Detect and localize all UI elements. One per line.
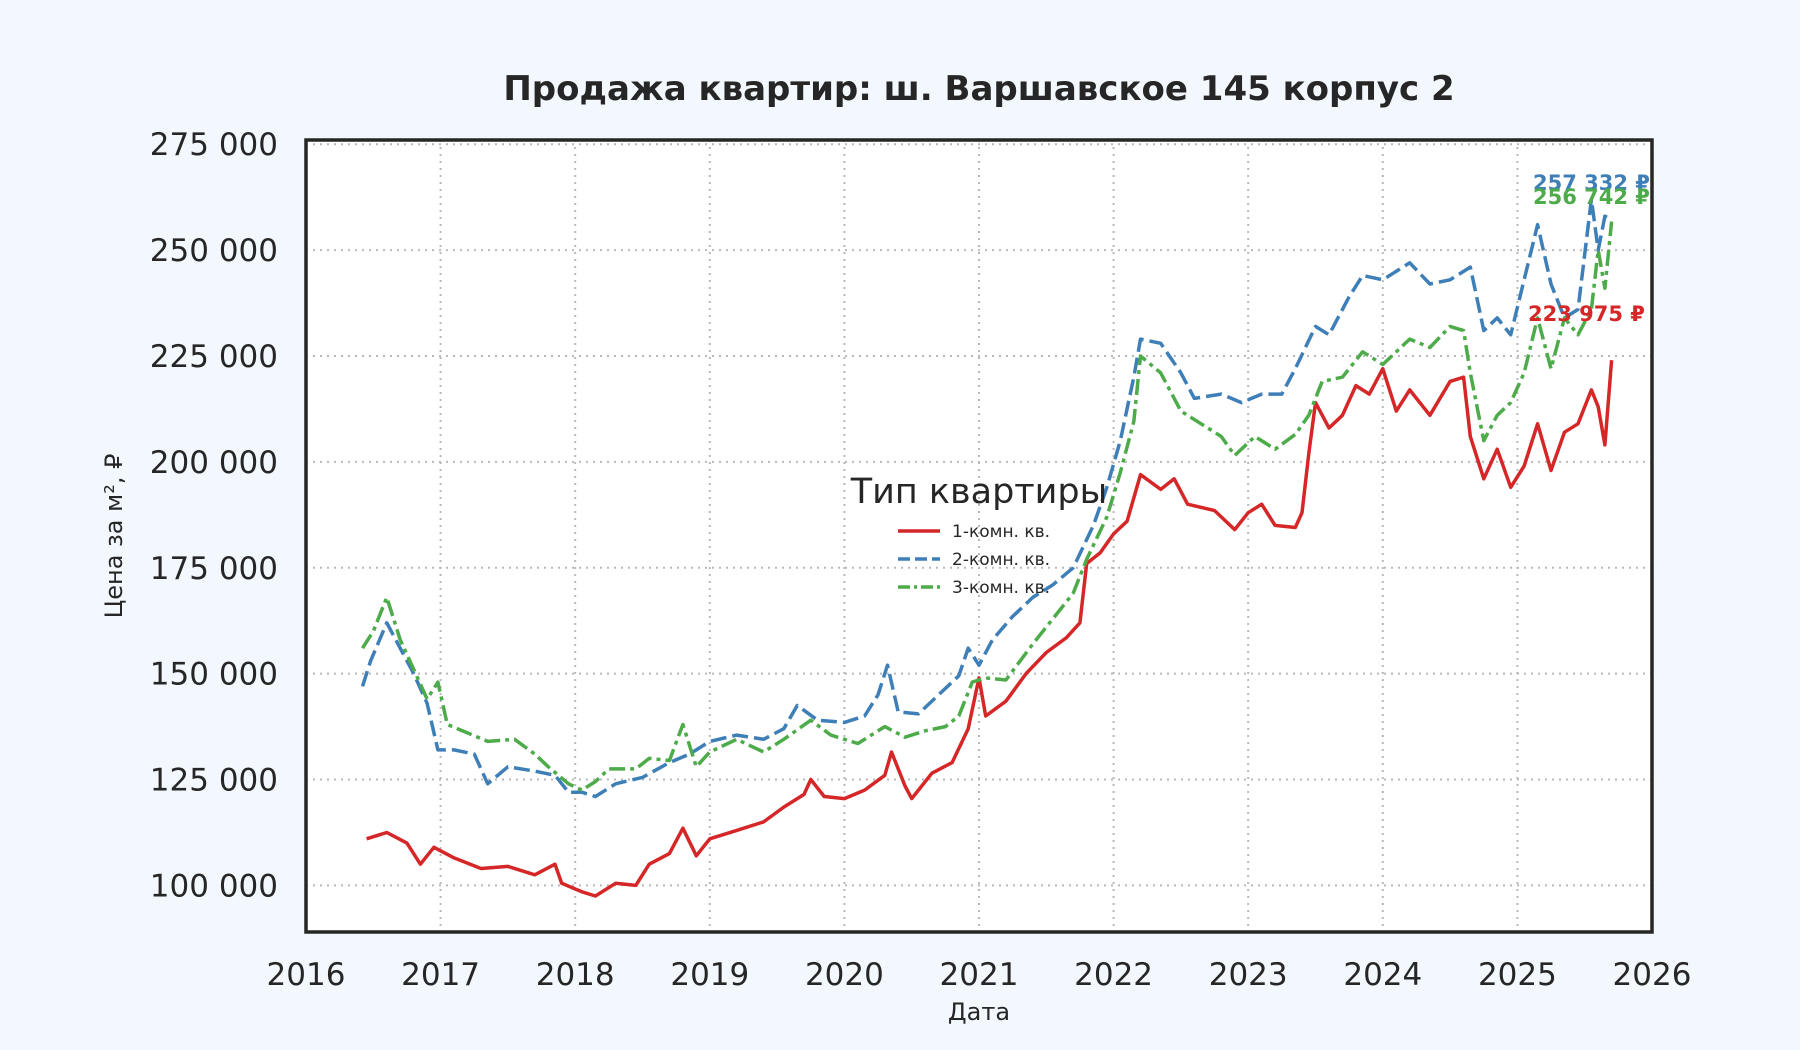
plot-frame bbox=[304, 138, 1654, 934]
grid-lines bbox=[306, 140, 1652, 932]
x-tick-label: 2021 bbox=[940, 957, 1019, 993]
legend-label-1: 1-комн. кв. bbox=[952, 522, 1050, 542]
end-label-3: 256 742 ₽ bbox=[1533, 185, 1650, 209]
x-axis-ticks: 2016 2017 2018 2019 2020 2021 2022 2023 2024 2025… bbox=[267, 957, 1692, 993]
x-tick-label: 2020 bbox=[805, 957, 884, 993]
x-tick-label: 2022 bbox=[1074, 957, 1153, 993]
y-axis-ticks: 100 000 125 000 150 000 175 000 200 000 225 0… bbox=[150, 127, 278, 904]
y-tick-label: 150 000 bbox=[150, 657, 278, 693]
series-line-2 bbox=[360, 197, 1613, 799]
legend-title: Тип квартиры bbox=[850, 472, 1108, 512]
end-label-2: 257 332 ₽ bbox=[1533, 171, 1650, 195]
series-line-1 bbox=[366, 360, 1614, 898]
y-tick-label: 175 000 bbox=[150, 551, 278, 587]
y-tick-label: 225 000 bbox=[150, 339, 278, 375]
x-tick-label: 2025 bbox=[1478, 957, 1557, 993]
y-tick-label: 200 000 bbox=[150, 445, 278, 481]
x-axis-label: Дата bbox=[948, 998, 1010, 1026]
y-tick-label: 125 000 bbox=[150, 763, 278, 799]
y-axis-label: Цена за м², ₽ bbox=[100, 454, 128, 619]
x-tick-label: 2019 bbox=[670, 957, 749, 993]
end-label-1: 223 975 ₽ bbox=[1528, 302, 1645, 326]
y-tick-label: 100 000 bbox=[150, 868, 278, 904]
x-tick-label: 2016 bbox=[267, 957, 346, 993]
x-tick-label: 2017 bbox=[401, 957, 480, 993]
y-tick-label: 275 000 bbox=[150, 127, 278, 163]
legend-label-3: 3-комн. кв. bbox=[952, 578, 1050, 598]
chart-title: Продажа квартир: ш. Варшавское 145 корпу… bbox=[503, 69, 1454, 109]
x-tick-label: 2024 bbox=[1343, 957, 1422, 993]
legend: Тип квартиры 1-комн. кв. 2-комн. кв. 3-ком… bbox=[850, 472, 1108, 598]
legend-label-2: 2-комн. кв. bbox=[952, 550, 1050, 570]
x-tick-label: 2023 bbox=[1209, 957, 1288, 993]
x-tick-label: 2018 bbox=[536, 957, 615, 993]
series-lines bbox=[360, 197, 1614, 898]
y-tick-label: 250 000 bbox=[150, 233, 278, 269]
x-tick-label: 2026 bbox=[1613, 957, 1692, 993]
end-value-labels: 223 975 ₽ 257 332 ₽256 742 ₽ bbox=[1528, 171, 1650, 326]
series-line-3 bbox=[361, 221, 1614, 792]
